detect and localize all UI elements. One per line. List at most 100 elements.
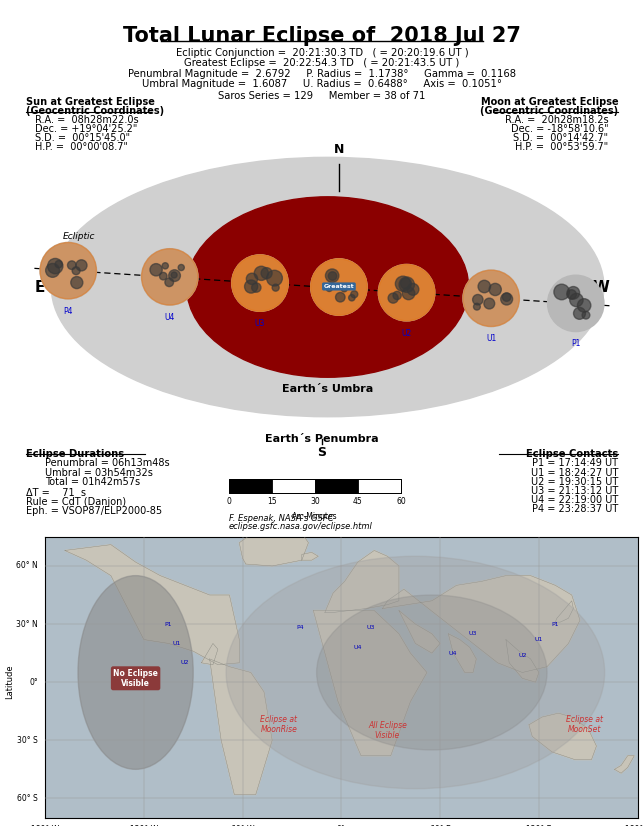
Circle shape — [40, 243, 97, 299]
Text: S: S — [317, 446, 327, 459]
Text: Umbral = 03h54m32s: Umbral = 03h54m32s — [45, 468, 153, 477]
Text: Greatest Eclipse =  20:22:54.3 TD   ( = 20:21:43.5 UT ): Greatest Eclipse = 20:22:54.3 TD ( = 20:… — [184, 58, 460, 68]
Text: Eph. = VSOP87/ELP2000-85: Eph. = VSOP87/ELP2000-85 — [26, 506, 162, 516]
Circle shape — [325, 269, 339, 282]
Circle shape — [399, 277, 415, 292]
Circle shape — [393, 292, 401, 300]
Text: U3: U3 — [255, 319, 265, 328]
Text: U4: U4 — [449, 651, 457, 656]
Text: Dec. = -18°58'10.6": Dec. = -18°58'10.6" — [511, 124, 609, 134]
Text: 180° W: 180° W — [31, 824, 59, 826]
Circle shape — [162, 263, 168, 269]
Text: Total = 01h42m57s: Total = 01h42m57s — [45, 477, 140, 487]
Text: Total Lunar Eclipse of  2018 Jul 27: Total Lunar Eclipse of 2018 Jul 27 — [123, 26, 521, 46]
Polygon shape — [399, 610, 440, 653]
Text: U2: U2 — [401, 329, 412, 338]
Circle shape — [554, 284, 569, 300]
Polygon shape — [448, 634, 477, 672]
Circle shape — [169, 270, 180, 282]
Ellipse shape — [317, 595, 547, 750]
Text: U1 = 18:24:27 UT: U1 = 18:24:27 UT — [531, 468, 618, 477]
Text: P4: P4 — [296, 625, 304, 630]
Text: 120° W: 120° W — [129, 824, 158, 826]
Text: 60° N: 60° N — [16, 562, 38, 571]
Circle shape — [570, 293, 583, 306]
Circle shape — [567, 290, 576, 299]
Text: Sun at Greatest Eclipse: Sun at Greatest Eclipse — [26, 97, 155, 107]
Circle shape — [574, 307, 585, 320]
Bar — [229, 479, 272, 493]
Text: H.P. =  00°53'59.7": H.P. = 00°53'59.7" — [515, 142, 609, 152]
Text: S.D. =  00°15'45.0": S.D. = 00°15'45.0" — [35, 133, 131, 143]
Text: Eclipse Durations: Eclipse Durations — [26, 449, 124, 459]
Circle shape — [178, 264, 184, 271]
Text: 30: 30 — [310, 496, 319, 506]
Text: U2: U2 — [518, 653, 527, 657]
Circle shape — [150, 263, 162, 276]
Text: Earth´s Penumbra: Earth´s Penumbra — [265, 434, 379, 444]
Circle shape — [473, 295, 483, 305]
Circle shape — [71, 277, 83, 288]
Circle shape — [501, 293, 513, 305]
Circle shape — [484, 298, 495, 309]
Text: Arc-Minutes: Arc-Minutes — [292, 511, 337, 520]
Text: E: E — [34, 279, 45, 295]
Polygon shape — [506, 639, 539, 682]
Circle shape — [341, 286, 347, 292]
Text: N: N — [334, 143, 344, 156]
Text: 30° N: 30° N — [16, 620, 38, 629]
Text: (Geocentric Coordinates): (Geocentric Coordinates) — [26, 106, 164, 116]
Circle shape — [402, 287, 415, 300]
Text: 0°: 0° — [337, 824, 346, 826]
Circle shape — [40, 243, 97, 299]
Text: Latitude: Latitude — [5, 664, 14, 699]
Circle shape — [76, 260, 87, 271]
Text: P1 = 17:14:49 UT: P1 = 17:14:49 UT — [532, 458, 618, 468]
Text: S.D. =  00°14'42.7": S.D. = 00°14'42.7" — [513, 133, 609, 143]
Circle shape — [310, 259, 367, 316]
Text: U4: U4 — [354, 645, 362, 650]
Circle shape — [395, 276, 411, 292]
Text: eclipse.gsfc.nasa.gov/eclipse.html: eclipse.gsfc.nasa.gov/eclipse.html — [229, 522, 372, 531]
Text: Saros Series = 129     Member = 38 of 71: Saros Series = 129 Member = 38 of 71 — [218, 91, 426, 101]
Circle shape — [326, 285, 332, 292]
Polygon shape — [240, 521, 308, 566]
Circle shape — [272, 284, 279, 291]
Circle shape — [165, 278, 173, 287]
Text: No Eclipse
Visible: No Eclipse Visible — [113, 668, 158, 688]
Text: Eclipse Contacts: Eclipse Contacts — [526, 449, 618, 459]
Text: 45: 45 — [353, 496, 363, 506]
Ellipse shape — [226, 556, 605, 789]
Circle shape — [72, 267, 80, 275]
Text: U4 = 22:19:00 UT: U4 = 22:19:00 UT — [531, 495, 618, 505]
Circle shape — [379, 264, 435, 320]
Text: 60° E: 60° E — [430, 824, 450, 826]
Circle shape — [267, 270, 282, 286]
Bar — [229, 479, 401, 493]
Circle shape — [348, 295, 355, 301]
Text: (Geocentric Coordinates): (Geocentric Coordinates) — [480, 106, 618, 116]
Circle shape — [245, 280, 258, 293]
Circle shape — [473, 303, 480, 310]
Bar — [315, 479, 358, 493]
Text: W: W — [592, 279, 610, 295]
Text: U4: U4 — [165, 313, 175, 322]
Text: P4: P4 — [64, 306, 73, 316]
Polygon shape — [210, 659, 272, 795]
Text: F. Espenak, NASA's GSFC: F. Espenak, NASA's GSFC — [229, 514, 333, 523]
Circle shape — [547, 275, 604, 331]
Text: 30° S: 30° S — [17, 736, 38, 745]
Text: U1: U1 — [535, 637, 543, 642]
Circle shape — [401, 278, 412, 289]
Circle shape — [261, 268, 272, 278]
Polygon shape — [325, 550, 399, 612]
Circle shape — [582, 311, 590, 319]
Text: U1: U1 — [173, 641, 181, 646]
Text: U3: U3 — [469, 631, 477, 636]
Ellipse shape — [78, 576, 193, 769]
Circle shape — [68, 261, 76, 269]
Text: Ecliptic Conjunction =  20:21:30.3 TD   ( = 20:20:19.6 UT ): Ecliptic Conjunction = 20:21:30.3 TD ( =… — [176, 48, 468, 58]
Circle shape — [489, 283, 501, 296]
Text: Earth´s Umbra: Earth´s Umbra — [282, 384, 374, 394]
Circle shape — [55, 260, 62, 268]
